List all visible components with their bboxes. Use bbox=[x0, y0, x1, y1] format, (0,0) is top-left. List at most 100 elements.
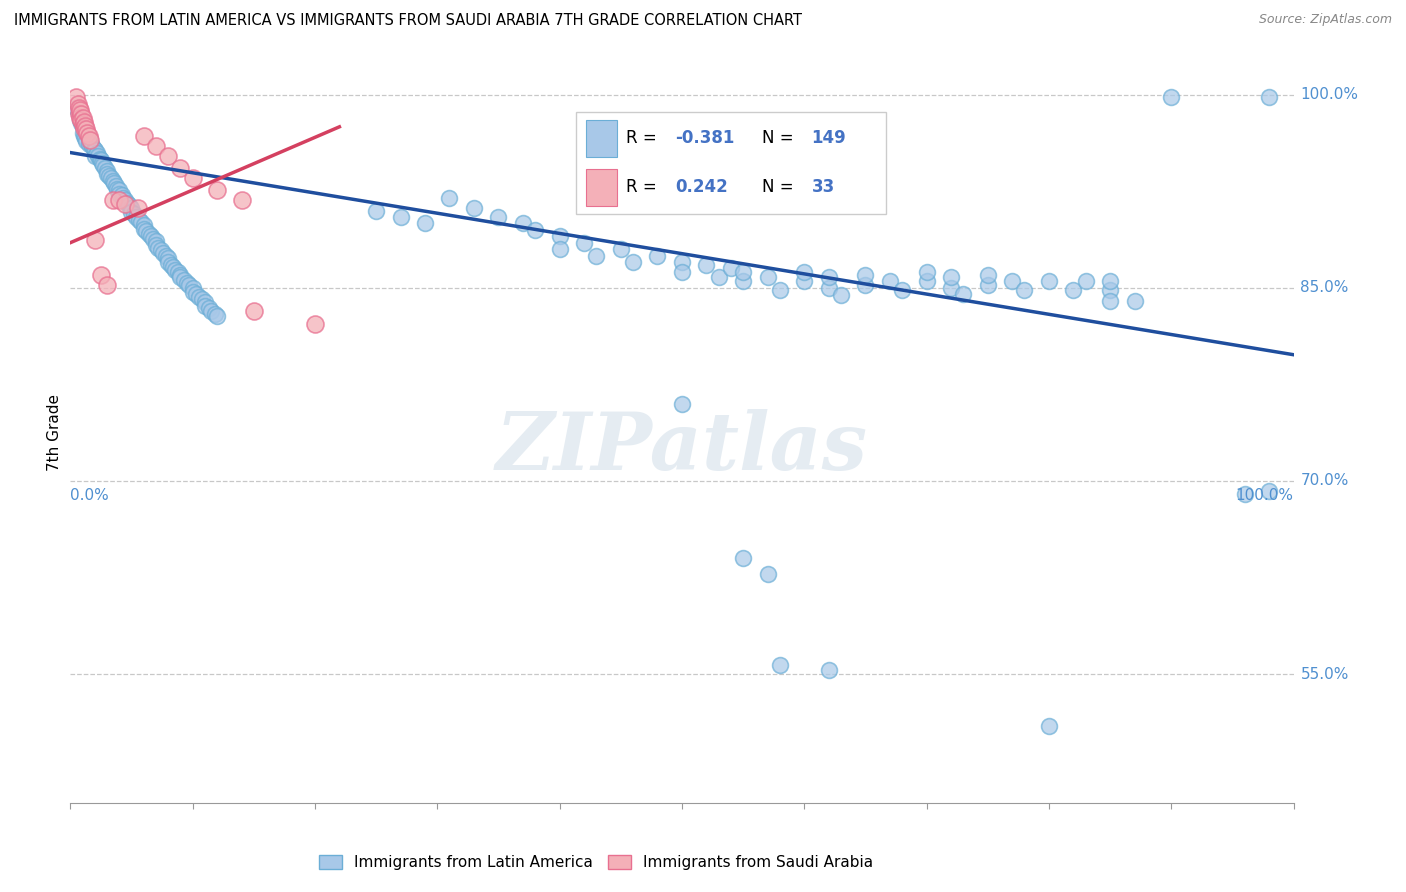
Text: -0.381: -0.381 bbox=[675, 129, 735, 147]
Point bbox=[108, 193, 131, 207]
Point bbox=[90, 268, 112, 282]
Point bbox=[98, 169, 121, 183]
Point bbox=[86, 145, 108, 160]
Point bbox=[817, 663, 839, 677]
Point bbox=[132, 218, 155, 232]
Point bbox=[548, 242, 571, 256]
Point bbox=[108, 183, 131, 197]
Point bbox=[162, 260, 184, 275]
Point bbox=[101, 193, 124, 207]
Text: 0.0%: 0.0% bbox=[70, 488, 110, 503]
Point bbox=[72, 117, 94, 131]
Point bbox=[524, 223, 547, 237]
Point bbox=[138, 227, 160, 241]
Text: 85.0%: 85.0% bbox=[1301, 280, 1348, 295]
Point bbox=[817, 270, 839, 285]
Point bbox=[70, 113, 93, 128]
Point bbox=[83, 233, 105, 247]
Text: 70.0%: 70.0% bbox=[1301, 474, 1348, 489]
Point bbox=[77, 128, 100, 143]
Point bbox=[155, 249, 177, 263]
Point bbox=[952, 287, 974, 301]
Point bbox=[621, 255, 644, 269]
Point bbox=[1038, 718, 1060, 732]
Point bbox=[769, 283, 792, 297]
Text: N =: N = bbox=[762, 178, 799, 196]
Point bbox=[879, 274, 901, 288]
Point bbox=[176, 276, 198, 290]
Point bbox=[125, 210, 148, 224]
Point bbox=[67, 107, 90, 121]
Point bbox=[157, 149, 180, 163]
Point bbox=[105, 181, 128, 195]
Point bbox=[169, 270, 191, 285]
Point bbox=[83, 142, 105, 156]
Point bbox=[194, 294, 217, 309]
Point bbox=[1099, 274, 1122, 288]
Point bbox=[152, 246, 174, 260]
Text: 55.0%: 55.0% bbox=[1301, 666, 1348, 681]
Point bbox=[114, 193, 136, 207]
Point bbox=[69, 113, 91, 128]
Text: 100.0%: 100.0% bbox=[1236, 488, 1294, 503]
Point bbox=[488, 210, 510, 224]
Text: ZIPatlas: ZIPatlas bbox=[496, 409, 868, 486]
Point bbox=[720, 261, 742, 276]
Point bbox=[181, 285, 204, 299]
Point bbox=[70, 116, 93, 130]
Point bbox=[135, 224, 157, 238]
Point bbox=[83, 149, 105, 163]
Point bbox=[76, 126, 98, 140]
Point bbox=[72, 126, 94, 140]
Point bbox=[439, 191, 461, 205]
Text: Source: ZipAtlas.com: Source: ZipAtlas.com bbox=[1258, 13, 1392, 27]
Point bbox=[129, 215, 152, 229]
Point bbox=[165, 262, 187, 277]
Text: 100.0%: 100.0% bbox=[1301, 87, 1358, 102]
Point bbox=[191, 293, 214, 307]
Point bbox=[389, 210, 412, 224]
Point bbox=[96, 163, 118, 178]
Point bbox=[817, 281, 839, 295]
Point bbox=[77, 130, 100, 145]
Point bbox=[104, 179, 127, 194]
Bar bbox=[586, 120, 617, 157]
Point bbox=[891, 283, 914, 297]
Point bbox=[304, 317, 326, 331]
Point bbox=[1074, 274, 1097, 288]
Point bbox=[671, 255, 693, 269]
Point bbox=[128, 212, 150, 227]
Point bbox=[548, 229, 571, 244]
Point bbox=[197, 301, 219, 316]
Point bbox=[177, 278, 200, 293]
Point bbox=[127, 201, 149, 215]
Point bbox=[231, 193, 253, 207]
Point bbox=[167, 265, 190, 279]
Point bbox=[1099, 283, 1122, 297]
Point bbox=[585, 249, 607, 263]
Point bbox=[756, 270, 779, 285]
Point bbox=[181, 281, 204, 295]
Point bbox=[82, 139, 104, 153]
Point bbox=[463, 201, 485, 215]
Point bbox=[793, 274, 815, 288]
Point bbox=[69, 103, 91, 117]
Point bbox=[76, 126, 98, 140]
Point bbox=[695, 258, 717, 272]
Point bbox=[73, 119, 96, 133]
Point bbox=[733, 274, 755, 288]
Legend: Immigrants from Latin America, Immigrants from Saudi Arabia: Immigrants from Latin America, Immigrant… bbox=[314, 849, 880, 877]
Point bbox=[132, 221, 155, 235]
Text: R =: R = bbox=[626, 129, 662, 147]
Point bbox=[1258, 90, 1281, 104]
Point bbox=[145, 235, 167, 249]
Point bbox=[89, 152, 111, 166]
Point bbox=[111, 188, 134, 202]
Point bbox=[111, 191, 134, 205]
Point bbox=[976, 268, 998, 282]
Point bbox=[413, 216, 436, 230]
Point bbox=[1038, 274, 1060, 288]
Point bbox=[96, 278, 118, 293]
Point bbox=[67, 101, 90, 115]
Point bbox=[1258, 484, 1281, 499]
